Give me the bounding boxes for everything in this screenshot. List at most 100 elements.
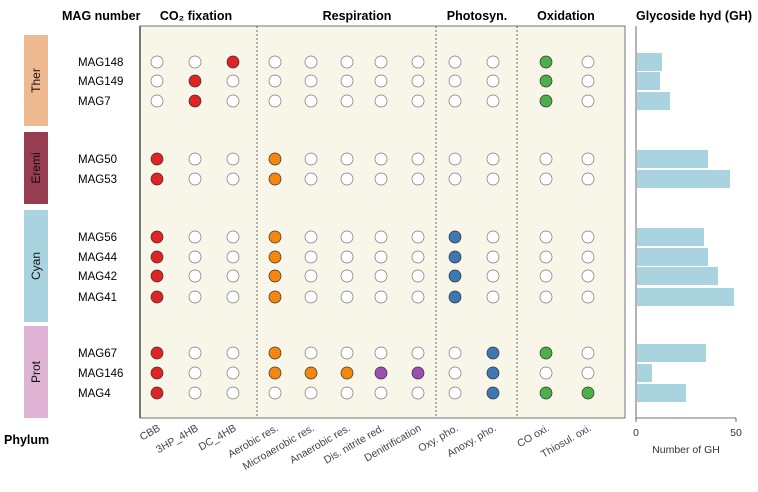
- presence-dot-empty: [226, 366, 240, 380]
- presence-dot-empty: [150, 74, 164, 88]
- gh-bar: [637, 267, 718, 285]
- presence-dot-empty: [486, 290, 500, 304]
- phylum-label: Eremi: [29, 152, 43, 183]
- presence-dot-empty: [581, 74, 595, 88]
- gh-bar: [637, 72, 660, 90]
- column-label: CBB: [138, 422, 163, 443]
- presence-dot-empty: [539, 269, 553, 283]
- mag-label: MAG56: [78, 232, 117, 244]
- presence-dot-empty: [188, 346, 202, 360]
- gh-bar: [637, 248, 708, 266]
- presence-dot-filled: [486, 346, 500, 360]
- presence-dot-empty: [188, 290, 202, 304]
- mag-label: MAG149: [78, 76, 123, 88]
- gh-title: Glycoside hyd (GH): [636, 9, 752, 23]
- presence-dot-empty: [150, 94, 164, 108]
- presence-dot-empty: [581, 55, 595, 69]
- presence-dot-empty: [411, 152, 425, 166]
- presence-dot-empty: [188, 152, 202, 166]
- group-label: Photosyn.: [447, 9, 507, 23]
- presence-dot-empty: [374, 152, 388, 166]
- presence-dot-empty: [226, 94, 240, 108]
- phylum-box: [24, 132, 48, 204]
- group-labels: CO₂ fixation Respiration Photosyn. Oxidatio…: [160, 9, 595, 23]
- presence-dot-filled: [374, 366, 388, 380]
- presence-dot-empty: [374, 290, 388, 304]
- presence-dot-empty: [448, 346, 462, 360]
- presence-dot-empty: [411, 55, 425, 69]
- presence-dot-empty: [411, 230, 425, 244]
- presence-dot-filled: [411, 366, 425, 380]
- gh-bar: [637, 364, 652, 382]
- column-label: 3HP_4HB: [154, 422, 200, 456]
- presence-dot-empty: [304, 386, 318, 400]
- presence-dot-empty: [226, 250, 240, 264]
- presence-dot-filled: [340, 366, 354, 380]
- presence-dot-filled: [486, 366, 500, 380]
- presence-dot-filled: [539, 55, 553, 69]
- presence-dot-empty: [188, 269, 202, 283]
- presence-dot-filled: [448, 269, 462, 283]
- presence-dot-empty: [226, 152, 240, 166]
- presence-dot-empty: [304, 172, 318, 186]
- presence-dot-filled: [268, 290, 282, 304]
- mag-label: MAG53: [78, 174, 117, 186]
- phylum-label: Ther: [29, 68, 43, 93]
- presence-dot-filled: [268, 269, 282, 283]
- presence-dot-empty: [539, 230, 553, 244]
- presence-dot-filled: [448, 290, 462, 304]
- presence-dot-empty: [581, 290, 595, 304]
- presence-dot-empty: [340, 386, 354, 400]
- presence-dot-empty: [411, 172, 425, 186]
- presence-dot-empty: [448, 386, 462, 400]
- presence-dot-empty: [268, 74, 282, 88]
- mag-label: MAG4: [78, 388, 111, 400]
- presence-dot-filled: [304, 366, 318, 380]
- presence-dot-empty: [188, 172, 202, 186]
- presence-dot-empty: [268, 94, 282, 108]
- phylum-box: [24, 326, 48, 418]
- mag-label: MAG7: [78, 96, 111, 108]
- gh-bar: [637, 344, 706, 362]
- presence-dot-empty: [374, 269, 388, 283]
- presence-dot-filled: [539, 346, 553, 360]
- presence-dot-empty: [374, 346, 388, 360]
- phylum-label: Prot: [29, 360, 43, 383]
- presence-dot-empty: [304, 290, 318, 304]
- presence-dot-filled: [448, 230, 462, 244]
- presence-dot-empty: [539, 250, 553, 264]
- phylum-box: [24, 210, 48, 322]
- presence-dot-filled: [539, 94, 553, 108]
- presence-dot-empty: [486, 94, 500, 108]
- mag-label: MAG50: [78, 154, 117, 166]
- presence-dot-empty: [486, 230, 500, 244]
- presence-dot-empty: [539, 172, 553, 186]
- presence-dot-filled: [268, 230, 282, 244]
- presence-dot-filled: [581, 386, 595, 400]
- presence-dot-empty: [226, 172, 240, 186]
- presence-dot-empty: [581, 152, 595, 166]
- presence-dot-empty: [304, 269, 318, 283]
- mag-number-header: MAG number: [62, 9, 141, 23]
- presence-dot-filled: [150, 269, 164, 283]
- presence-dot-empty: [304, 55, 318, 69]
- presence-dot-empty: [486, 250, 500, 264]
- presence-dot-empty: [188, 386, 202, 400]
- presence-dot-empty: [448, 152, 462, 166]
- presence-dot-filled: [150, 152, 164, 166]
- presence-dot-filled: [486, 386, 500, 400]
- group-label: Respiration: [323, 9, 392, 23]
- presence-dot-empty: [340, 230, 354, 244]
- presence-dot-empty: [188, 55, 202, 69]
- presence-dot-empty: [581, 346, 595, 360]
- presence-dot-empty: [486, 172, 500, 186]
- presence-dot-filled: [539, 74, 553, 88]
- presence-dot-empty: [340, 290, 354, 304]
- mag-label: MAG41: [78, 292, 117, 304]
- presence-dot-filled: [188, 74, 202, 88]
- presence-dot-empty: [340, 172, 354, 186]
- presence-dot-empty: [340, 250, 354, 264]
- presence-dot-empty: [539, 152, 553, 166]
